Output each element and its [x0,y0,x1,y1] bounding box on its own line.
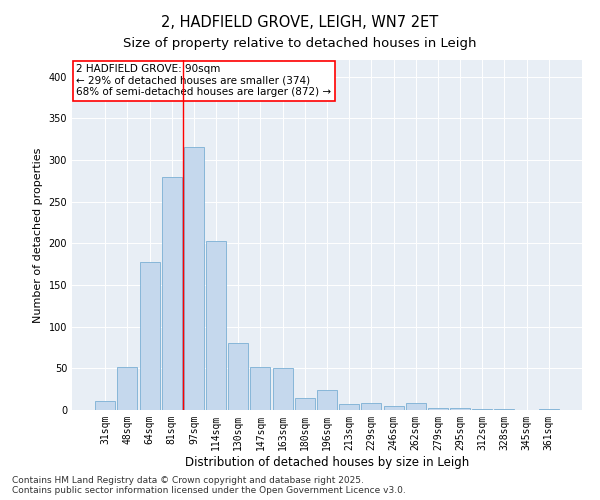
Bar [361,404,382,410]
Bar [250,366,271,410]
Bar [184,146,204,410]
X-axis label: Distribution of detached houses by size in Leigh: Distribution of detached houses by size … [185,456,469,468]
Y-axis label: Number of detached properties: Number of detached properties [33,148,43,322]
Bar [162,176,182,410]
Bar [472,409,492,410]
Bar [383,406,404,410]
Text: 2 HADFIELD GROVE: 90sqm
← 29% of detached houses are smaller (374)
68% of semi-d: 2 HADFIELD GROVE: 90sqm ← 29% of detache… [76,64,331,98]
Bar [406,404,426,410]
Text: Size of property relative to detached houses in Leigh: Size of property relative to detached ho… [123,38,477,51]
Bar [295,398,315,410]
Bar [206,241,226,410]
Text: 2, HADFIELD GROVE, LEIGH, WN7 2ET: 2, HADFIELD GROVE, LEIGH, WN7 2ET [161,15,439,30]
Bar [494,409,514,410]
Bar [272,368,293,410]
Bar [95,401,115,410]
Bar [118,366,137,410]
Bar [450,408,470,410]
Bar [317,390,337,410]
Bar [228,344,248,410]
Bar [140,262,160,410]
Bar [539,409,559,410]
Text: Contains HM Land Registry data © Crown copyright and database right 2025.
Contai: Contains HM Land Registry data © Crown c… [12,476,406,495]
Bar [428,408,448,410]
Bar [339,404,359,410]
